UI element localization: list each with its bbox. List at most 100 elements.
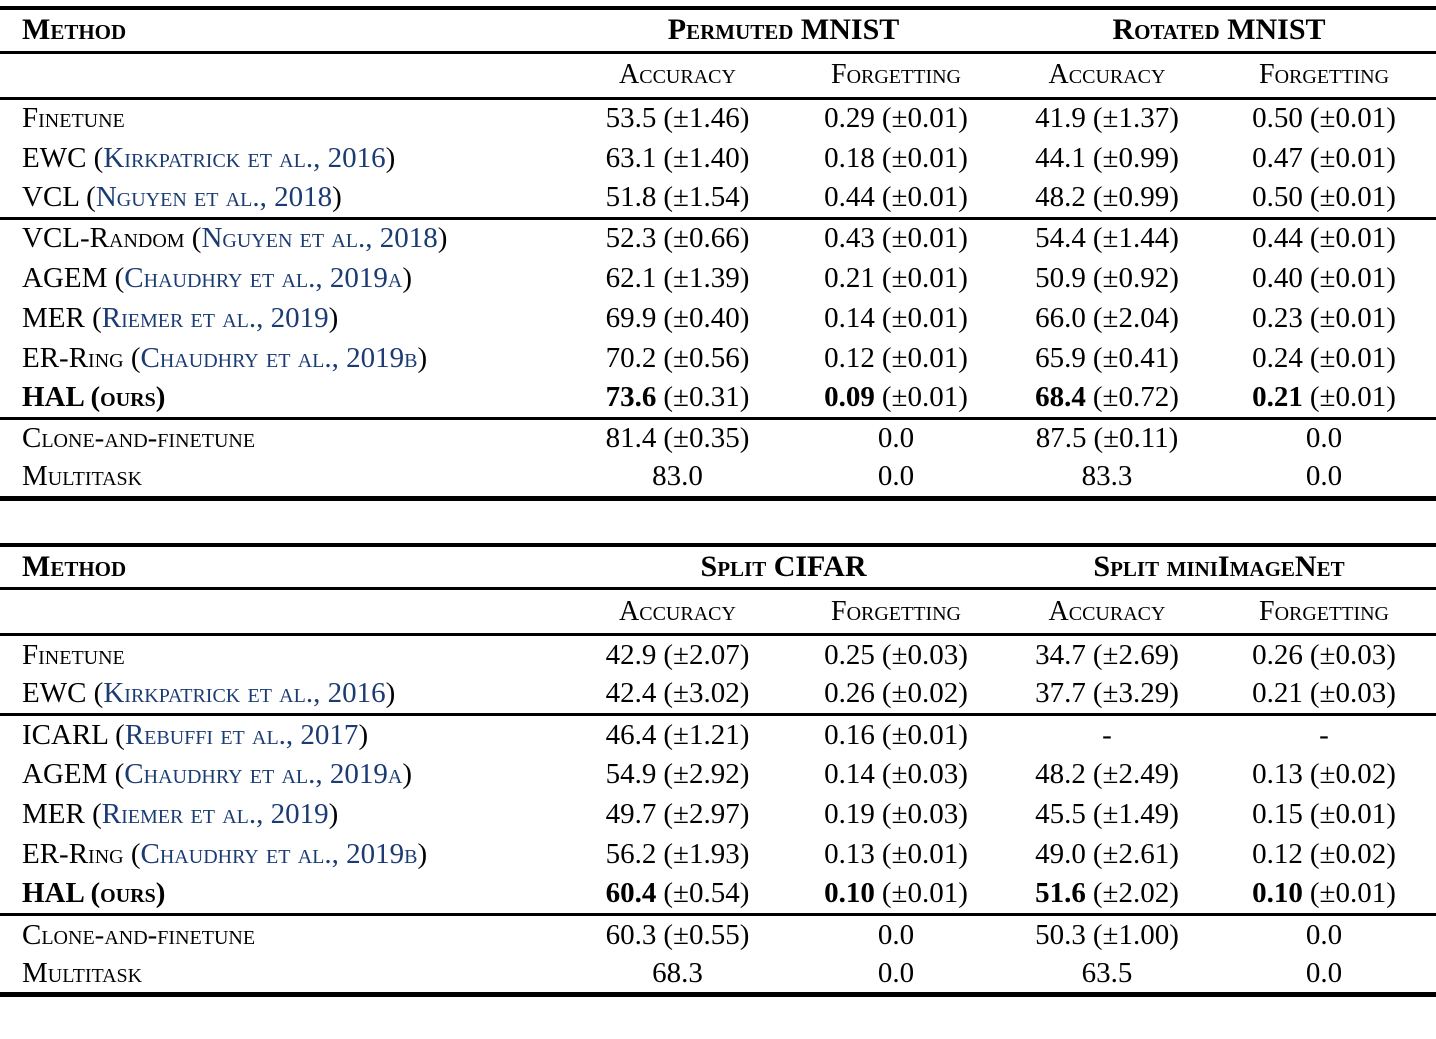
- metric-stddev: (±0.11): [1093, 422, 1179, 455]
- metric-stddev: (±0.01): [1309, 141, 1396, 174]
- citation-link[interactable]: Nguyen et al., 2018: [201, 222, 438, 255]
- method-close-paren: ): [402, 758, 412, 790]
- metric-value: 0.12: [824, 341, 875, 374]
- value-cell: 0.16 (±0.01): [790, 715, 1002, 755]
- results-table-mnist: Method Permuted MNIST Rotated MNIST Accurac…: [0, 6, 1436, 501]
- method-name: HAL (ours): [22, 380, 166, 413]
- metric-value: 0.19: [824, 798, 875, 830]
- table-row: VCL-Random (Nguyen et al., 2018) 52.3 (±0.…: [0, 218, 1436, 258]
- metric-value: 0.10: [824, 877, 875, 910]
- metric-value: 0.21: [1252, 677, 1303, 710]
- value-cell: 81.4 (±0.35): [565, 418, 790, 458]
- method-cell: Multitask: [0, 458, 565, 498]
- metric-stddev: (±2.92): [663, 758, 750, 790]
- method-name: Finetune: [22, 102, 125, 135]
- metric-value: 60.3: [605, 918, 657, 951]
- metric-value: 0.13: [1252, 758, 1303, 790]
- citation-link[interactable]: Chaudhry et al., 2019b: [140, 341, 418, 374]
- metric-value: 49.0: [1035, 838, 1086, 870]
- method-cell: AGEM (Chaudhry et al., 2019a): [0, 755, 565, 795]
- table-row: Finetune 53.5 (±1.46) 0.29 (±0.01) 41.9 (±1.37…: [0, 98, 1436, 138]
- value-cell: 34.7 (±2.69): [1002, 635, 1212, 675]
- citation-link[interactable]: Rebuffi et al., 2017: [124, 718, 359, 751]
- value-cell: 70.2 (±0.56): [565, 338, 790, 378]
- method-cell: EWC (Kirkpatrick et al., 2016): [0, 138, 565, 178]
- value-cell: 50.9 (±0.92): [1002, 258, 1212, 298]
- value-cell: 0.0: [1212, 915, 1436, 955]
- metric-stddev: (±1.39): [663, 261, 750, 294]
- table-row: Clone-and-finetune 60.3 (±0.55) 0.0 50.3 (±1.…: [0, 915, 1436, 955]
- citation-link[interactable]: Chaudhry et al., 2019b: [140, 838, 418, 870]
- metric-value: 0.47: [1252, 141, 1303, 174]
- metric-value: 0.14: [824, 758, 875, 790]
- metric-stddev: (±0.55): [663, 918, 750, 951]
- value-cell: 51.6 (±2.02): [1002, 875, 1212, 915]
- value-cell: 0.13 (±0.02): [1212, 755, 1436, 795]
- metric-stddev: (±0.41): [1092, 341, 1179, 374]
- value-cell: 0.23 (±0.01): [1212, 298, 1436, 338]
- value-cell: 0.25 (±0.03): [790, 635, 1002, 675]
- metric-value: 42.9: [605, 638, 657, 671]
- value-cell: 53.5 (±1.46): [565, 98, 790, 138]
- metric-value: 53.5: [605, 102, 657, 135]
- value-cell: 60.3 (±0.55): [565, 915, 790, 955]
- citation-link[interactable]: Chaudhry et al., 2019a: [124, 758, 403, 790]
- citation-link[interactable]: Kirkpatrick et al., 2016: [103, 677, 386, 710]
- metric-stddev: (±0.03): [881, 638, 968, 671]
- metric-stddev: (±0.35): [663, 422, 750, 455]
- metric-stddev: (±0.66): [663, 222, 750, 255]
- value-cell: 0.0: [790, 458, 1002, 498]
- paper-results-tables: Method Permuted MNIST Rotated MNIST Accurac…: [0, 6, 1436, 997]
- metric-stddev: (±0.01): [1309, 301, 1396, 334]
- metric-stddev: (±0.03): [1309, 638, 1396, 671]
- value-cell: -: [1212, 715, 1436, 755]
- value-cell: 63.5: [1002, 955, 1212, 995]
- method-name: Clone-and-finetune: [22, 918, 256, 951]
- value-cell: 0.50 (±0.01): [1212, 98, 1436, 138]
- citation-link[interactable]: Nguyen et al., 2018: [95, 180, 333, 213]
- table-row: HAL (ours) 73.6 (±0.31) 0.09 (±0.01) 68.4 (±0.…: [0, 378, 1436, 418]
- value-cell: 0.0: [1212, 418, 1436, 458]
- value-cell: 83.3: [1002, 458, 1212, 498]
- metric-stddev: (±0.01): [881, 222, 968, 255]
- metric-value: 51.8: [605, 180, 657, 213]
- metric-subheader-row: Accuracy Forgetting Accuracy Forgetting: [0, 52, 1436, 100]
- table-block: Clone-and-finetune 81.4 (±0.35) 0.0 87.5 (±0.…: [0, 418, 1436, 498]
- citation-link[interactable]: Riemer et al., 2019: [101, 301, 329, 334]
- value-cell: 49.7 (±2.97): [565, 795, 790, 835]
- citation-link[interactable]: Riemer et al., 2019: [101, 798, 329, 830]
- metric-column-subheader: Accuracy: [565, 52, 790, 100]
- method-name: ICARL (: [22, 718, 125, 751]
- metric-value: 65.9: [1035, 341, 1086, 374]
- metric-value: 0.0: [1305, 918, 1343, 951]
- metric-stddev: (±1.21): [663, 718, 750, 751]
- value-cell: 0.13 (±0.01): [790, 835, 1002, 875]
- metric-value: 81.4: [605, 422, 657, 455]
- metric-stddev: (±0.99): [1092, 141, 1179, 174]
- value-cell: 41.9 (±1.37): [1002, 98, 1212, 138]
- metric-value: 44.1: [1035, 141, 1086, 174]
- metric-value: 0.0: [877, 918, 915, 951]
- citation-link[interactable]: Kirkpatrick et al., 2016: [103, 141, 386, 174]
- metric-value: 56.2: [605, 838, 657, 870]
- metric-stddev: (±0.01): [1309, 877, 1396, 910]
- value-cell: 54.9 (±2.92): [565, 755, 790, 795]
- metric-stddev: (±0.01): [881, 180, 968, 213]
- method-cell: ICARL (Rebuffi et al., 2017): [0, 715, 565, 755]
- metric-stddev: (±1.40): [663, 141, 750, 174]
- metric-value: 0.13: [824, 838, 875, 870]
- metric-stddev: (±0.03): [881, 758, 968, 790]
- metric-stddev: (±0.03): [881, 798, 968, 830]
- method-cell: HAL (ours): [0, 875, 565, 915]
- metric-value: 49.7: [605, 798, 657, 830]
- method-close-paren: ): [437, 222, 448, 255]
- metric-value: 69.9: [605, 301, 657, 334]
- metric-stddev: (±0.01): [881, 877, 968, 910]
- citation-link[interactable]: Chaudhry et al., 2019a: [124, 261, 403, 294]
- value-cell: 0.0: [790, 915, 1002, 955]
- table-block: ICARL (Rebuffi et al., 2017) 46.4 (±1.21) 0…: [0, 715, 1436, 915]
- results-table-cifar: Method Split CIFAR Split miniImageNet Accur…: [0, 542, 1436, 997]
- metric-stddev: (±0.01): [881, 141, 968, 174]
- metric-stddev: (±2.02): [1092, 877, 1179, 910]
- metric-column-subheader: Forgetting: [1212, 588, 1436, 636]
